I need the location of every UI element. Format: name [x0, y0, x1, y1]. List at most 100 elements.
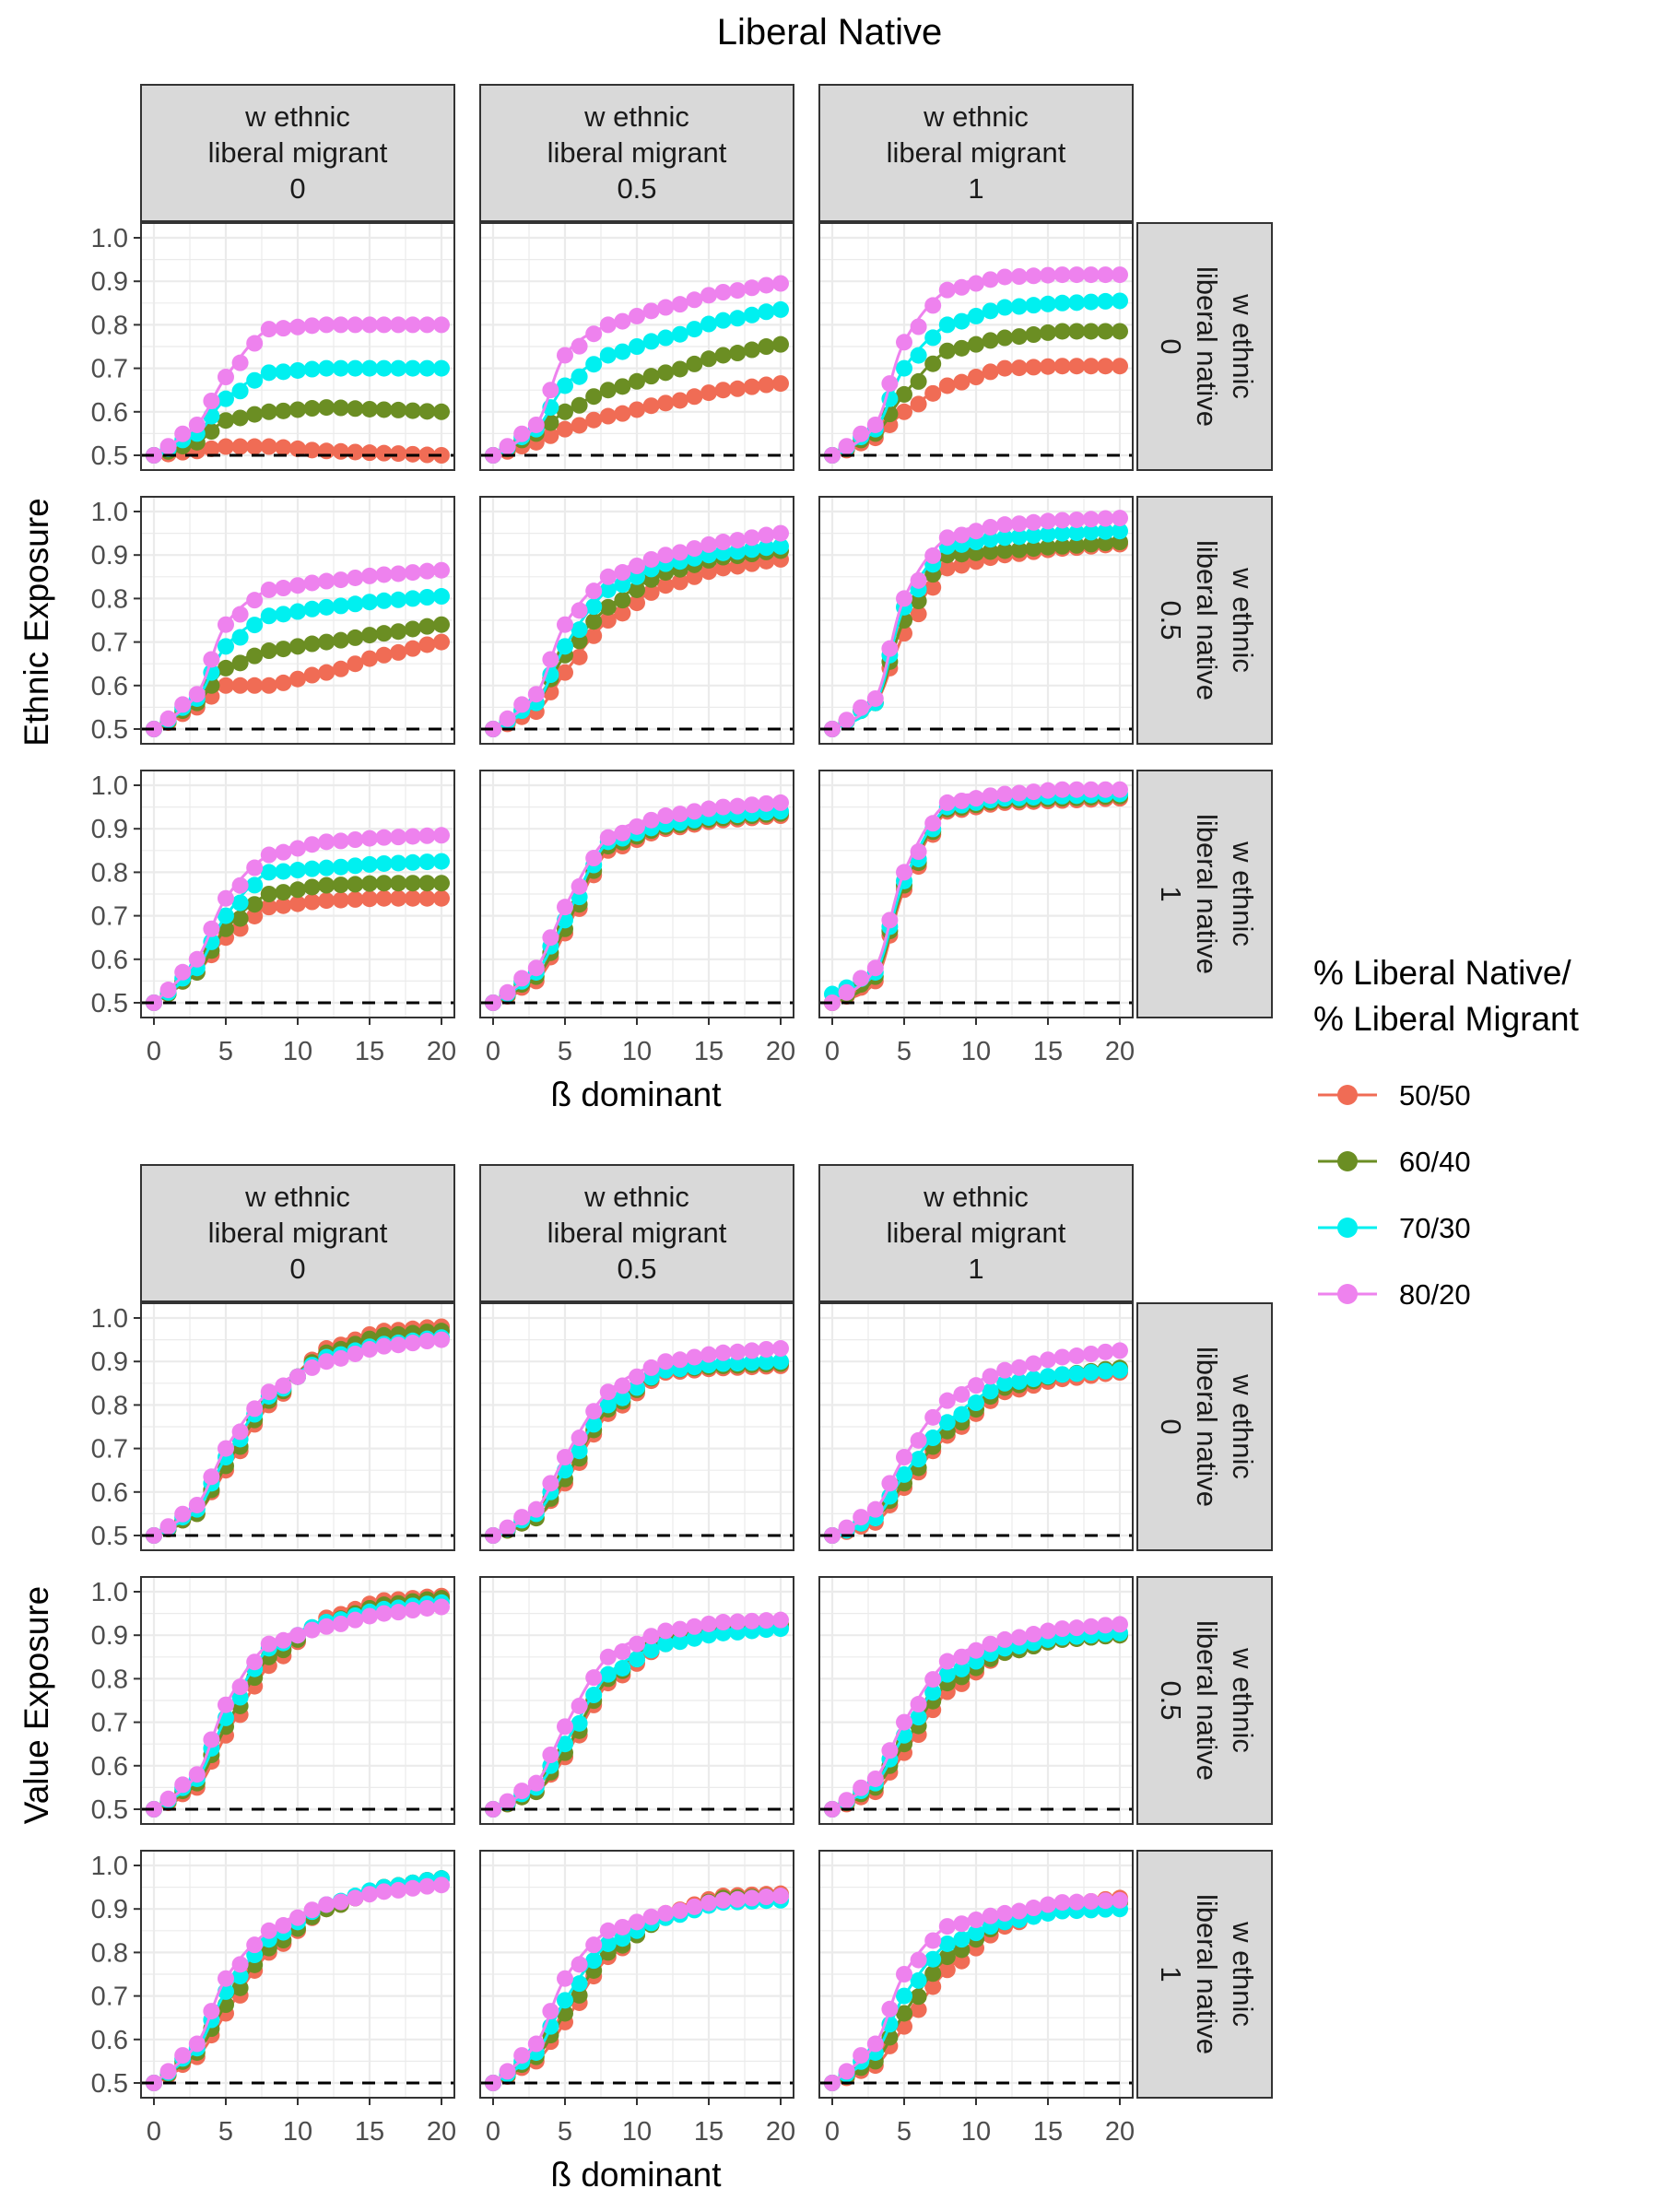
data-point-80-20 — [686, 291, 703, 309]
column-strip-label: w ethnic — [583, 100, 689, 133]
data-point-80-20 — [968, 275, 984, 292]
data-point-80-20 — [557, 1970, 573, 1987]
panel-border — [818, 496, 1134, 745]
data-point-50-50 — [686, 388, 703, 406]
data-point-80-20 — [657, 1622, 675, 1640]
data-point-70-30 — [557, 1735, 573, 1753]
y-tick-label: 0.7 — [91, 1709, 128, 1738]
data-point-70-30 — [332, 858, 349, 876]
data-point-70-30 — [772, 537, 789, 555]
data-point-50-50 — [275, 897, 292, 914]
data-point-80-20 — [1112, 1891, 1128, 1909]
data-point-80-20 — [1112, 510, 1128, 527]
data-point-70-30 — [275, 863, 292, 880]
data-point-60-40 — [671, 360, 688, 378]
data-point-70-30 — [896, 1465, 912, 1483]
data-point-70-30 — [231, 894, 249, 912]
data-point-60-40 — [231, 409, 249, 427]
data-point-50-50 — [585, 627, 603, 644]
data-point-80-20 — [332, 1349, 349, 1367]
panel-row3-col1: 0 5 10 15 20 — [140, 1850, 456, 2147]
data-point-80-20 — [347, 569, 364, 586]
data-point-60-40 — [585, 388, 603, 406]
data-point-70-30 — [758, 1353, 775, 1371]
data-point-60-40 — [629, 581, 645, 598]
data-point-60-40 — [361, 400, 378, 418]
data-point-80-20 — [729, 1613, 747, 1630]
x-tick-label: 15 — [694, 2117, 724, 2147]
data-point-50-50 — [303, 893, 321, 911]
row-strip-label: liberal native — [1191, 814, 1223, 974]
data-point-80-20 — [390, 829, 407, 846]
data-point-70-30 — [557, 1992, 573, 2009]
panel-row1-col3 — [818, 1302, 1134, 1551]
y-tick-label: 0.7 — [91, 1435, 128, 1465]
data-point-70-30 — [953, 1931, 971, 1948]
data-point-80-20 — [866, 1500, 884, 1518]
y-tick-label: 0.6 — [91, 1752, 128, 1782]
data-point-50-50 — [700, 384, 717, 402]
data-point-60-40 — [585, 613, 603, 630]
data-point-80-20 — [910, 571, 927, 589]
data-point-60-40 — [390, 401, 407, 418]
legend-entry-label: 80/20 — [1399, 1278, 1471, 1311]
data-point-60-40 — [260, 886, 277, 902]
data-point-70-30 — [318, 598, 335, 616]
y-tick-label: 0.5 — [91, 441, 128, 471]
data-point-50-50 — [275, 674, 292, 691]
legend-entry-label: 70/30 — [1399, 1212, 1471, 1244]
data-point-80-20 — [203, 1468, 220, 1486]
data-point-70-30 — [599, 581, 617, 598]
data-point-70-30 — [657, 329, 675, 347]
data-point-80-20 — [390, 1604, 407, 1621]
data-point-50-50 — [1082, 358, 1100, 375]
data-point-80-20 — [557, 899, 573, 916]
data-point-80-20 — [218, 616, 234, 633]
row-strip — [1136, 496, 1273, 745]
data-point-60-40 — [1082, 323, 1100, 340]
data-point-80-20 — [1068, 1619, 1086, 1637]
data-point-60-40 — [1025, 326, 1042, 344]
data-point-70-30 — [924, 329, 942, 347]
data-point-80-20 — [246, 1653, 264, 1671]
data-point-80-20 — [1025, 1355, 1042, 1372]
data-point-80-20 — [527, 1774, 545, 1792]
data-point-50-50 — [938, 559, 956, 577]
data-point-50-50 — [231, 438, 249, 455]
row-strip-label: w ethnic — [1227, 841, 1259, 947]
panel-row3-col2: 0 5 10 15 20 — [479, 770, 795, 1066]
data-point-70-30 — [938, 1414, 956, 1431]
data-point-60-40 — [657, 364, 675, 382]
y-tick-label: 1.0 — [91, 771, 128, 801]
y-tick-label: 0.9 — [91, 1347, 128, 1377]
data-point-80-20 — [513, 970, 531, 987]
data-point-50-50 — [642, 397, 660, 415]
data-point-50-50 — [418, 446, 436, 464]
data-point-80-20 — [433, 561, 450, 579]
data-point-80-20 — [418, 1599, 436, 1617]
data-point-80-20 — [758, 1888, 775, 1905]
data-point-50-50 — [404, 640, 421, 657]
data-point-80-20 — [361, 567, 378, 584]
data-point-50-50 — [968, 369, 984, 386]
legend-entry-label: 60/40 — [1399, 1146, 1471, 1178]
data-point-80-20 — [714, 1891, 732, 1909]
data-point-80-20 — [218, 889, 234, 907]
data-point-80-20 — [938, 794, 956, 811]
data-point-80-20 — [714, 798, 732, 816]
data-point-70-30 — [599, 1396, 617, 1414]
data-point-80-20 — [585, 850, 603, 867]
data-point-60-40 — [404, 402, 421, 419]
data-point-80-20 — [585, 1403, 603, 1420]
data-point-80-20 — [896, 590, 912, 607]
data-point-80-20 — [758, 794, 775, 812]
data-point-50-50 — [924, 579, 942, 596]
data-point-60-40 — [896, 385, 912, 403]
data-point-50-50 — [758, 376, 775, 394]
panel-border — [140, 1302, 455, 1551]
legend-key-point — [1337, 1284, 1358, 1304]
data-point-80-20 — [938, 1918, 956, 1936]
column-strip-label: w ethnic — [244, 100, 350, 133]
data-point-70-30 — [361, 594, 378, 611]
data-point-80-20 — [642, 550, 660, 568]
